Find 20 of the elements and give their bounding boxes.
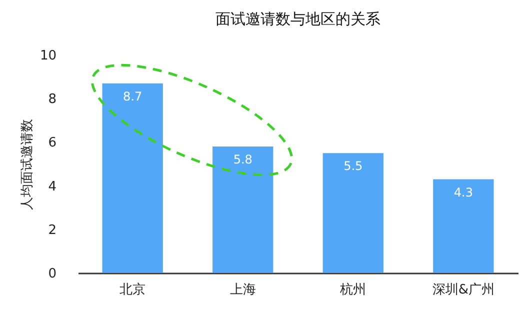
data-label: 8.7 (123, 89, 142, 104)
y-tick-label: 0 (48, 266, 56, 282)
data-label: 5.8 (233, 152, 252, 167)
data-label: 5.5 (344, 159, 363, 174)
x-tick-label: 北京 (120, 282, 146, 298)
bar (102, 83, 163, 273)
x-tick-label: 杭州 (339, 282, 366, 298)
y-tick-label: 8 (48, 92, 56, 108)
x-tick-label: 深圳&广州 (432, 282, 494, 298)
y-axis-title: 人均面试邀请数 (20, 119, 35, 210)
bar (322, 153, 384, 273)
chart-title: 面试邀请数与地区的关系 (216, 10, 380, 28)
bar (212, 146, 274, 273)
y-tick-label: 4 (48, 179, 56, 194)
data-label: 4.3 (454, 185, 473, 200)
bar (433, 179, 494, 273)
y-tick-label: 6 (48, 136, 56, 151)
y-tick-label: 10 (40, 48, 56, 64)
x-tick-label: 上海 (230, 282, 256, 298)
y-tick-label: 2 (48, 222, 56, 238)
